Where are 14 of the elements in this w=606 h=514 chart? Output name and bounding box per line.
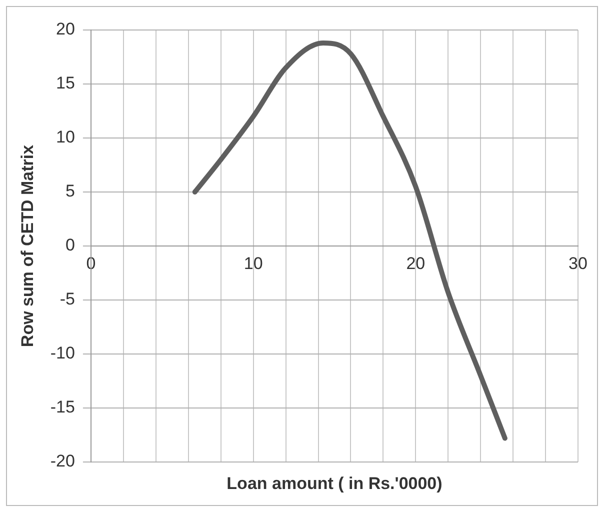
y-tick-label: -15: [50, 398, 75, 417]
y-tick-label: -20: [50, 452, 75, 471]
y-tick-label: -10: [50, 344, 75, 363]
y-tick-label: 20: [56, 20, 75, 39]
x-axis-title: Loan amount ( in Rs.'0000): [226, 474, 442, 494]
x-tick-label: 30: [568, 254, 588, 273]
y-axis-title: Row sum of CETD Matrix: [18, 144, 37, 348]
y-tick-label: 0: [66, 236, 75, 255]
x-tick-label: 20: [406, 254, 426, 273]
y-tick-label: 10: [56, 128, 75, 147]
x-tick-label: 10: [244, 254, 263, 273]
y-tick-label: -5: [60, 290, 75, 309]
y-tick-label: 15: [56, 74, 75, 93]
y-tick-label: 5: [66, 182, 75, 201]
